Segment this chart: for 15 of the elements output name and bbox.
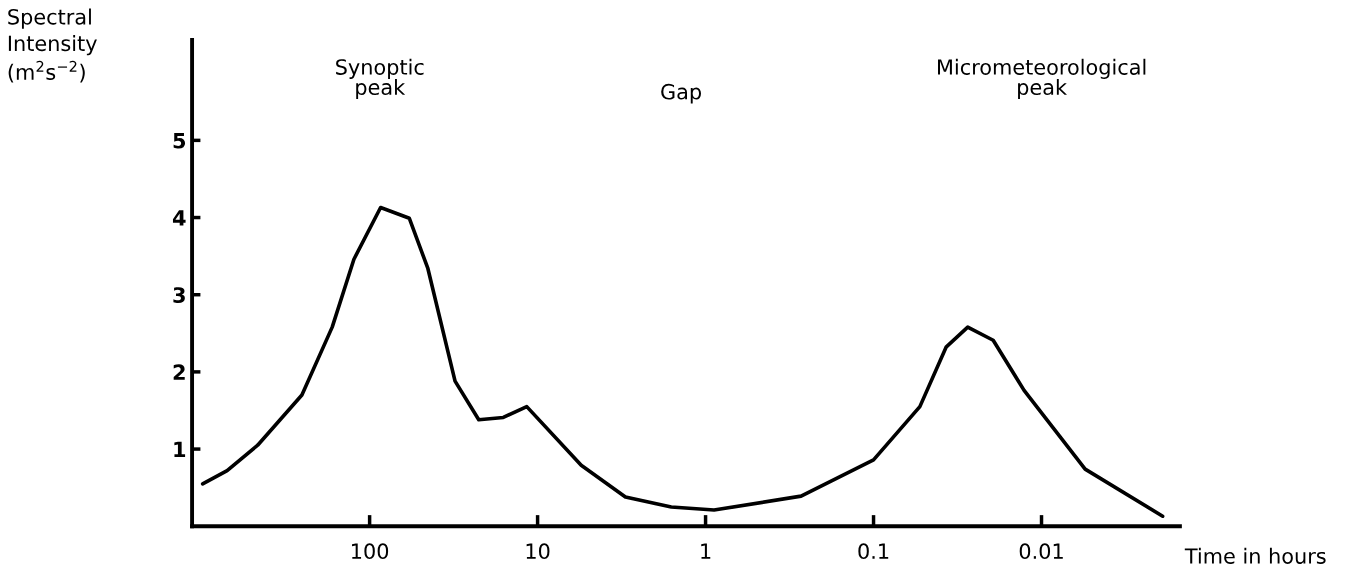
annotation: Synoptic peak [336,58,424,100]
y-tick-label: 1 [174,441,186,457]
annotation: Gap [661,83,701,104]
y-axis-title: Spectral Intensity (m$^{2}$s$^{−2}$) [8,8,97,83]
x-tick-label: 10 [526,543,550,560]
y-tick-label: 2 [173,364,185,380]
y-tick-label: 4 [172,210,186,226]
x-tick-label: 0.1 [858,543,889,560]
y-tick-label: 5 [173,133,186,149]
x-tick-label: 100 [352,543,389,560]
x-tick-label: 1 [701,543,711,559]
x-tick-label: 0.01 [1019,543,1063,560]
x-axis-title: Time in hours [1184,547,1326,564]
y-tick-label: 3 [173,287,185,303]
annotation: Micrometeorological peak [938,58,1146,100]
